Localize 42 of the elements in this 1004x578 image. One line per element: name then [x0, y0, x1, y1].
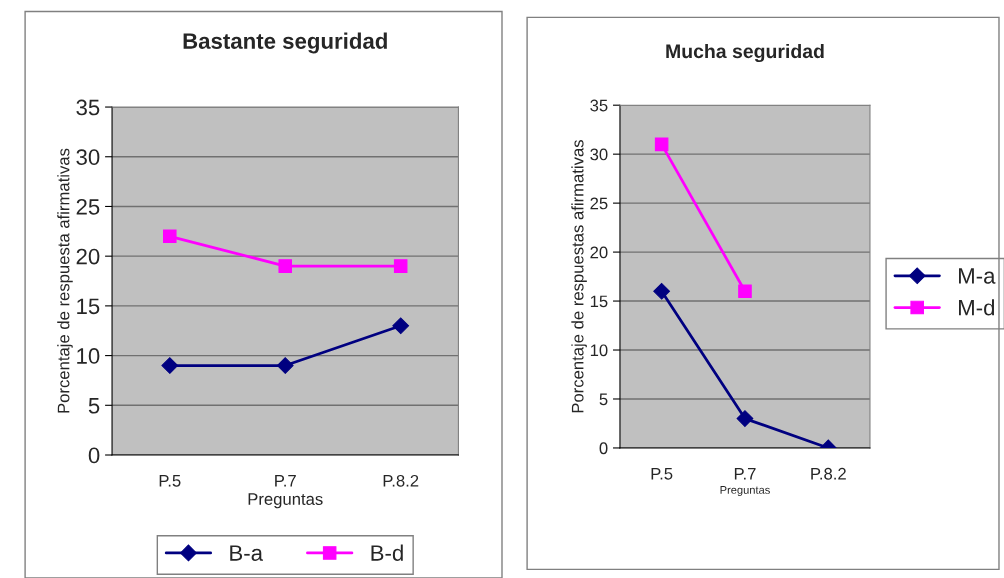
y-tick-label: 25	[590, 197, 608, 210]
x-tick-label: P.8.2	[383, 474, 419, 487]
point	[654, 137, 669, 152]
y-tick-label: 25	[76, 199, 100, 215]
y-tick-label: 30	[76, 149, 100, 166]
point	[392, 317, 410, 335]
y-axis-title: Porcentaje de respuestas afirmativas	[571, 140, 587, 413]
y-tick-label: 0	[599, 442, 608, 455]
legend-label: B-a	[230, 545, 264, 561]
y-tick-label: 15	[77, 298, 100, 315]
y-tick-label: 35	[590, 99, 608, 112]
x-axis-title: Preguntas	[248, 493, 323, 509]
y-tick-label: 35	[76, 99, 100, 116]
point	[736, 410, 754, 427]
legend-label: M-d	[959, 299, 995, 316]
chart-title: Bastante seguridad	[183, 32, 387, 54]
y-tick-label: 15	[590, 295, 608, 308]
y-axis-title: Porcentaje de respuesta afirmativas	[57, 148, 73, 413]
point	[738, 284, 752, 299]
point	[161, 357, 179, 374]
x-axis-title: Preguntas	[720, 486, 770, 497]
legend-label: B-d	[371, 544, 403, 561]
x-tick-label: P.5	[159, 475, 181, 487]
y-tick-label: 20	[590, 246, 608, 259]
point	[653, 282, 671, 300]
x-tick-label: P.5	[651, 468, 673, 480]
point	[163, 229, 177, 244]
y-tick-label: 5	[88, 398, 100, 414]
x-tick-label: P.8.2	[811, 467, 846, 480]
y-tick-label: 0	[88, 447, 100, 464]
chart-title: Mucha seguridad	[666, 43, 824, 63]
y-tick-label: 20	[76, 248, 100, 265]
y-tick-label: 5	[599, 393, 608, 406]
x-tick-label: P.7	[734, 468, 756, 480]
point	[393, 259, 408, 273]
x-tick-label: P.7	[275, 475, 296, 487]
y-tick-label: 30	[590, 148, 608, 161]
y-tick-label: 10	[590, 344, 608, 357]
point	[278, 259, 293, 273]
point	[276, 357, 294, 374]
y-tick-label: 10	[77, 348, 100, 364]
legend-label: M-a	[959, 268, 996, 284]
